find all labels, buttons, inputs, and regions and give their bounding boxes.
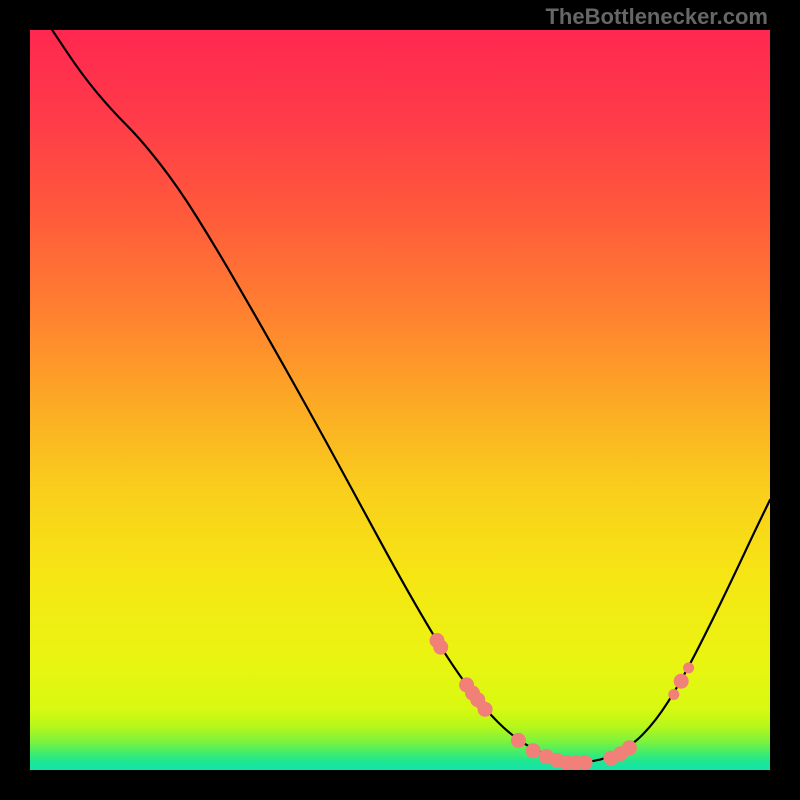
data-marker: [433, 640, 448, 655]
plot-svg: [30, 30, 770, 770]
data-marker: [526, 743, 541, 758]
data-marker: [683, 662, 694, 673]
data-marker: [674, 674, 689, 689]
plot-area: [30, 30, 770, 770]
data-marker: [578, 755, 593, 770]
data-marker: [478, 702, 493, 717]
bottleneck-chart: TheBottlenecker.com: [0, 0, 800, 800]
data-marker: [622, 740, 637, 755]
watermark-text: TheBottlenecker.com: [545, 4, 768, 30]
data-marker: [511, 733, 526, 748]
data-marker: [668, 689, 679, 700]
